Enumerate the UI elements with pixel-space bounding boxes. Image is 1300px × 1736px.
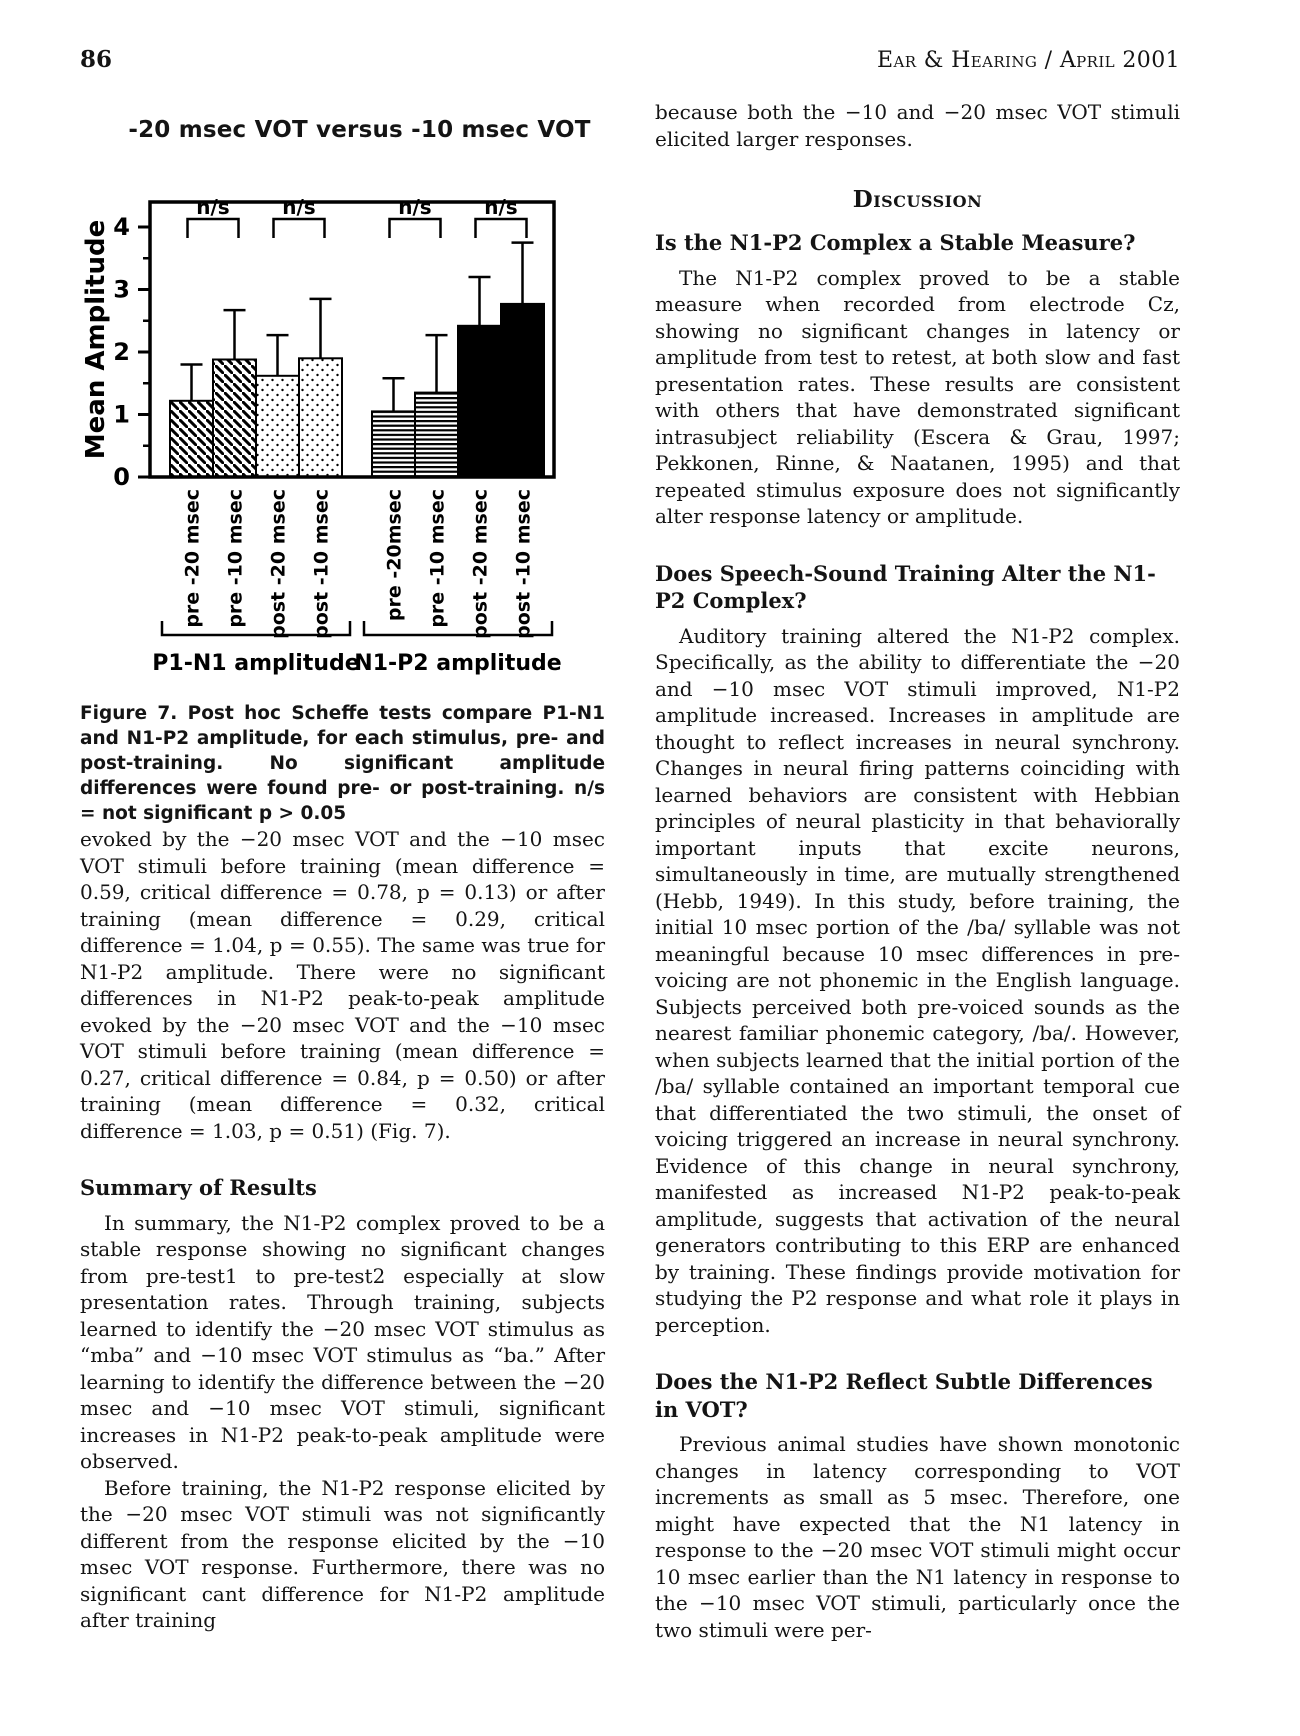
bar-chart: pre -20 msec pre -10 msec post -20 msec pos… — [81, 195, 562, 676]
heading-stable-measure: Is the N1-P2 Complex a Stable Measure? — [655, 230, 1136, 255]
y-tick-label: 1 — [113, 401, 130, 429]
page-header: 86 Ear & Hearing / April 2001 — [80, 46, 1180, 73]
heading-subtle-differences: Does the N1-P2 Reflect Subtle Difference… — [655, 1369, 1153, 1422]
figure-caption: Figure 7. Post hoc Scheffe tests compare… — [80, 703, 605, 824]
group-label: P1-N1 amplitude — [152, 651, 359, 676]
plot-box — [148, 200, 556, 479]
bar — [371, 410, 416, 478]
right-column: because both the −10 and −20 msec VOT st… — [655, 99, 1180, 1643]
x-tick-label: pre -20 msec — [182, 489, 204, 628]
heading-training-alter: Does Speech-Sound Training Alter the N1-… — [655, 560, 1156, 614]
x-tick-label: post -10 msec — [311, 489, 333, 639]
x-tick-label: post -10 msec — [513, 489, 535, 639]
bar — [298, 357, 343, 479]
paragraph-subtle-differences: Previous animal studies have shown monot… — [655, 1432, 1180, 1642]
ns-label: n/s — [484, 195, 517, 219]
paragraph-summary-2: Before training, the N1-P2 response elic… — [80, 1475, 605, 1633]
heading-summary-of-results: Summary of Results — [80, 1175, 317, 1200]
left-column: -20 msec VOT versus -10 msec VOT — [80, 99, 605, 1643]
y-axis-label: Mean Amplitude — [81, 220, 111, 459]
paragraph-results-continuation: evoked by the −20 msec VOT and the −10 m… — [80, 827, 605, 1143]
ns-bracket — [186, 217, 240, 238]
y-tick-label: 2 — [113, 338, 130, 366]
x-tick-label: pre -20msec — [384, 489, 406, 621]
section-heading-discussion: Discussion — [852, 186, 983, 213]
bar — [500, 302, 545, 478]
ns-bracket — [474, 217, 528, 238]
ns-bracket — [388, 217, 442, 238]
paragraph-stable-measure: The N1-P2 complex proved to be a stable … — [655, 265, 1180, 529]
paragraph-training-alter: Auditory training altered the N1-P2 comp… — [655, 623, 1180, 1337]
group-label: N1-P2 amplitude — [354, 651, 561, 676]
x-tick-label: pre -10 msec — [225, 489, 247, 628]
journal-page: 86 Ear & Hearing / April 2001 -20 msec V… — [80, 46, 1222, 1643]
ns-label: n/s — [398, 195, 431, 219]
y-tick-label: 0 — [113, 463, 130, 491]
group-bracket — [160, 621, 352, 637]
figure-7: -20 msec VOT versus -10 msec VOT — [80, 117, 605, 826]
x-tick-label: post -20 msec — [268, 489, 290, 639]
paragraph-continuation: because both the −10 and −20 msec VOT st… — [655, 100, 1180, 151]
bar — [457, 324, 502, 478]
bar — [255, 374, 300, 479]
bar — [414, 391, 459, 479]
ns-bracket — [272, 217, 326, 238]
ns-label: n/s — [282, 195, 315, 219]
y-tick-label: 3 — [113, 276, 130, 304]
group-bracket — [362, 621, 554, 637]
journal-running-head: Ear & Hearing / April 2001 — [877, 48, 1180, 73]
chart-title: -20 msec VOT versus -10 msec VOT — [128, 117, 591, 143]
paragraph-summary-1: In summary, the N1-P2 complex proved to … — [80, 1210, 605, 1474]
bar — [169, 399, 214, 479]
page-number: 86 — [80, 46, 113, 73]
x-tick-label: post -20 msec — [470, 489, 492, 639]
two-column-layout: -20 msec VOT versus -10 msec VOT — [80, 99, 1222, 1643]
y-tick-label: 4 — [113, 213, 130, 241]
bar — [212, 358, 257, 478]
x-tick-label: pre -10 msec — [427, 489, 449, 628]
ns-label: n/s — [196, 195, 229, 219]
